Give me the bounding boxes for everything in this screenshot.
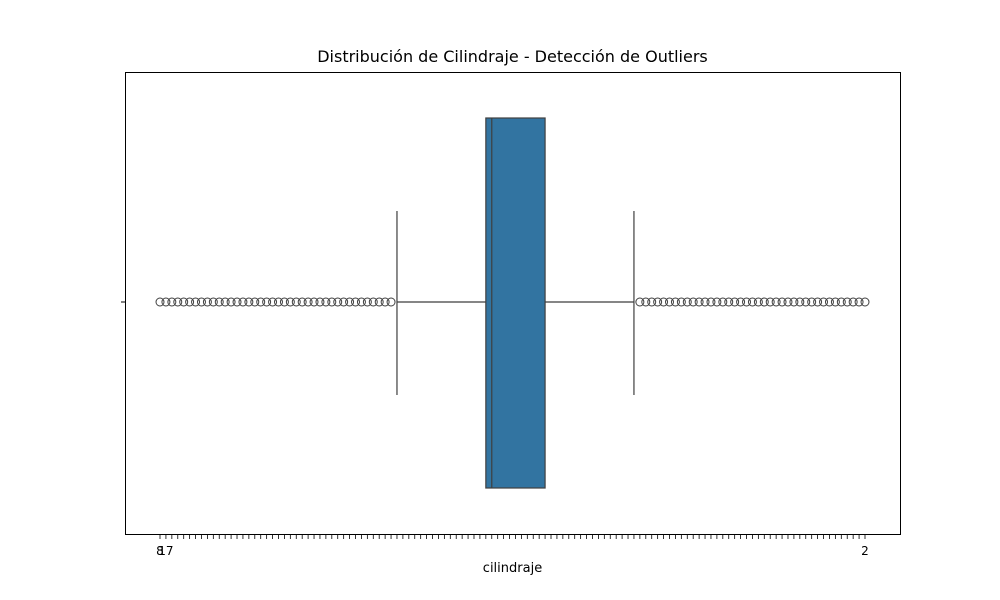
outlier-point	[819, 297, 829, 307]
outlier-point	[285, 297, 295, 307]
outlier-points	[155, 297, 870, 307]
outlier-point	[220, 297, 230, 307]
outlier-point	[226, 297, 236, 307]
outlier-point	[279, 297, 289, 307]
outlier-point	[670, 297, 680, 307]
outlier-point	[351, 297, 361, 307]
interquartile-box	[485, 117, 546, 489]
outlier-point	[664, 297, 674, 307]
outlier-point	[753, 297, 763, 307]
outlier-point	[185, 297, 195, 307]
outlier-point	[694, 297, 704, 307]
outlier-point	[374, 297, 384, 307]
outlier-point	[836, 297, 846, 307]
x-tick-label: 2	[861, 544, 869, 558]
outlier-point	[860, 297, 870, 307]
outlier-point	[196, 297, 206, 307]
outlier-point	[777, 297, 787, 307]
outlier-point	[327, 297, 337, 307]
outlier-point	[309, 297, 319, 307]
outlier-point	[273, 297, 283, 307]
outlier-point	[706, 297, 716, 307]
outlier-point	[700, 297, 710, 307]
box-group	[396, 117, 635, 489]
outlier-point	[256, 297, 266, 307]
outlier-point	[161, 297, 171, 307]
outlier-point	[653, 297, 663, 307]
outlier-point	[724, 297, 734, 307]
outlier-point	[179, 297, 189, 307]
outlier-point	[848, 297, 858, 307]
outlier-point	[386, 297, 396, 307]
outlier-point	[208, 297, 218, 307]
outlier-point	[202, 297, 212, 307]
outlier-point	[807, 297, 817, 307]
chart-title: Distribución de Cilindraje - Detección d…	[317, 47, 708, 66]
outlier-point	[380, 297, 390, 307]
outlier-point	[783, 297, 793, 307]
outlier-point	[795, 297, 805, 307]
outlier-point	[765, 297, 775, 307]
outlier-point	[268, 297, 278, 307]
outlier-point	[676, 297, 686, 307]
x-axis-tick-labels: 817 2	[156, 544, 869, 558]
outlier-point	[647, 297, 657, 307]
outlier-point	[167, 297, 177, 307]
outlier-point	[742, 297, 752, 307]
outlier-point	[244, 297, 254, 307]
outlier-point	[297, 297, 307, 307]
outlier-point	[771, 297, 781, 307]
outlier-point	[688, 297, 698, 307]
outlier-point	[854, 297, 864, 307]
outlier-point	[173, 297, 183, 307]
outlier-point	[635, 297, 645, 307]
outlier-point	[191, 297, 201, 307]
outlier-point	[291, 297, 301, 307]
x-axis-label: cilindraje	[482, 561, 543, 576]
outlier-point	[747, 297, 757, 307]
outlier-point	[362, 297, 372, 307]
outlier-point	[730, 297, 740, 307]
outlier-point	[333, 297, 343, 307]
outlier-point	[641, 297, 651, 307]
outlier-point	[801, 297, 811, 307]
outlier-point	[262, 297, 272, 307]
outlier-point	[214, 297, 224, 307]
outlier-point	[232, 297, 242, 307]
outlier-point	[368, 297, 378, 307]
outlier-point	[155, 297, 165, 307]
outlier-point	[813, 297, 823, 307]
outlier-point	[321, 297, 331, 307]
x-axis-ticks	[159, 535, 866, 539]
outlier-point	[712, 297, 722, 307]
outlier-point	[824, 297, 834, 307]
outlier-point	[238, 297, 248, 307]
outlier-point	[250, 297, 260, 307]
outlier-point	[718, 297, 728, 307]
outlier-point	[682, 297, 692, 307]
outlier-point	[842, 297, 852, 307]
x-tick-label: 17	[158, 544, 173, 558]
outlier-point	[345, 297, 355, 307]
outlier-point	[356, 297, 366, 307]
outlier-point	[736, 297, 746, 307]
outlier-point	[789, 297, 799, 307]
x-tick-label: 8	[156, 544, 164, 558]
outlier-point	[315, 297, 325, 307]
outlier-point	[339, 297, 349, 307]
outlier-point	[303, 297, 313, 307]
outlier-point	[759, 297, 769, 307]
outlier-point	[830, 297, 840, 307]
outlier-point	[659, 297, 669, 307]
